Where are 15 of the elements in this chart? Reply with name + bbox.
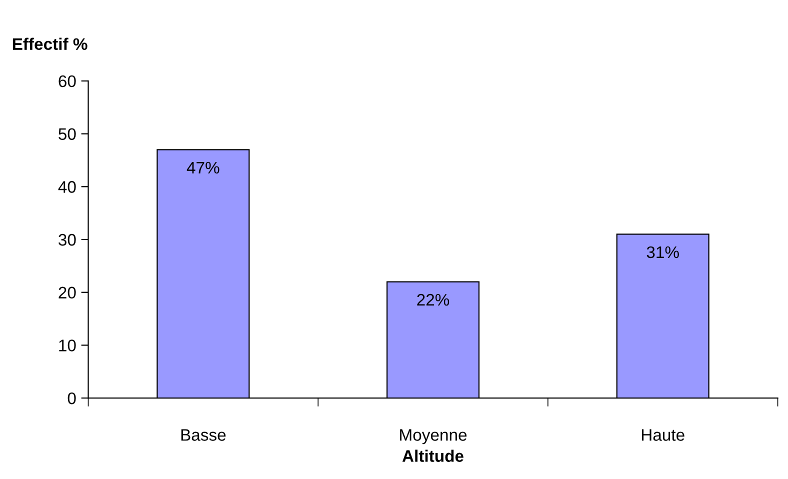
y-tick-label: 40 [58,181,76,193]
x-axis-title: Altitude [402,450,464,462]
y-tick-label: 30 [58,234,76,246]
x-tick-label: Haute [642,429,684,441]
data-label: 22% [417,294,450,306]
y-tick-label: 0 [68,392,76,404]
y-tick-label: 50 [58,128,76,140]
y-tick-label: 20 [58,286,76,299]
y-tick-label: 60 [58,75,76,88]
x-tick-label: Basse [181,429,226,441]
data-label: 31% [646,246,679,258]
x-tick-label: Moyenne [400,429,467,444]
y-tick-label: 10 [59,340,76,352]
y-axis-title: Effectif % [12,38,88,50]
data-label: 47% [186,162,220,174]
